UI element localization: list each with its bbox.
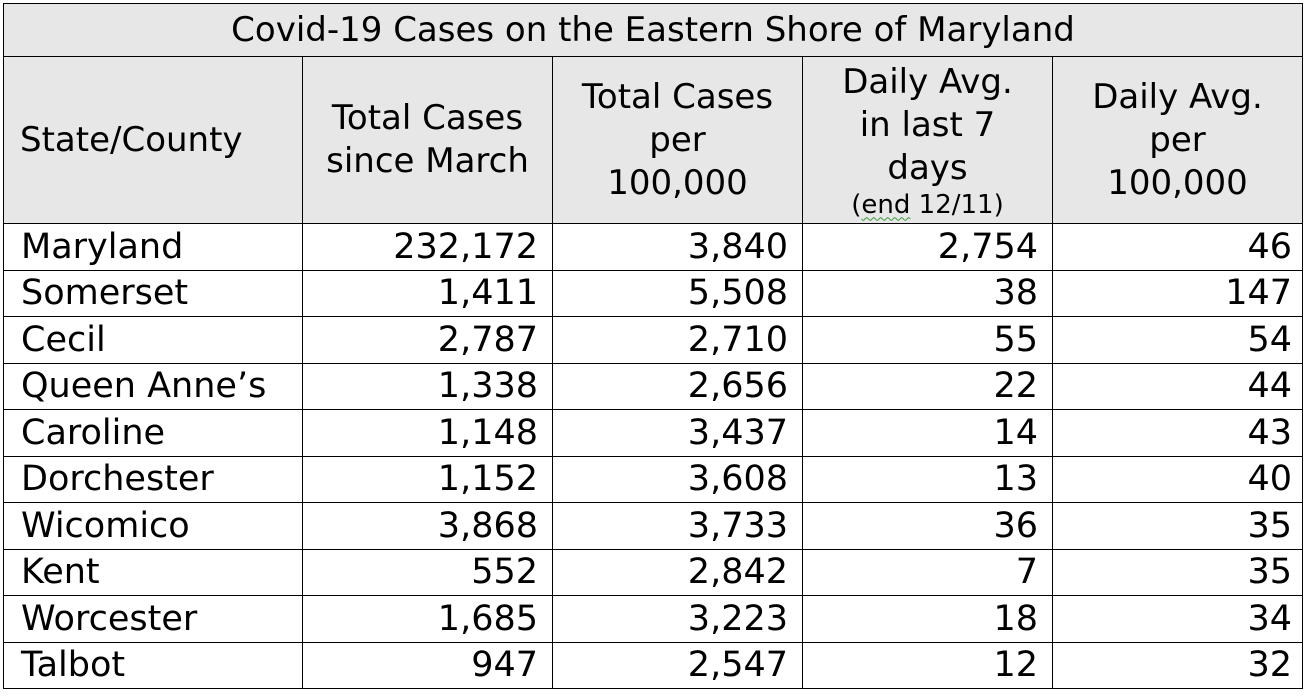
- cell-daily-avg-per-100k: 54: [1051, 316, 1304, 364]
- cell-daily-avg-per-100k: 44: [1051, 362, 1304, 410]
- cell-daily-avg-per-100k: 35: [1051, 502, 1304, 550]
- cell-daily-avg-7-days: 2,754: [802, 223, 1053, 271]
- table-title-row: Covid-19 Cases on the Eastern Shore of M…: [2, 3, 1304, 57]
- header-total-cases-line1: Total Cases: [331, 98, 524, 138]
- cell-total-cases: 1,148: [302, 409, 553, 457]
- cell-total-per-100k: 3,840: [552, 223, 803, 271]
- cell-daily-avg-per-100k: 35: [1051, 548, 1304, 596]
- cell-total-per-100k: 3,437: [552, 409, 803, 457]
- cell-daily-avg-7-days: 12: [802, 641, 1053, 689]
- header-daily-avg-per-100k-line1: Daily Avg.: [1092, 76, 1263, 117]
- cell-state-county: Cecil: [3, 316, 303, 364]
- cell-total-per-100k: 3,733: [552, 502, 803, 550]
- cell-daily-avg-7-days: 18: [802, 595, 1053, 643]
- cell-daily-avg-per-100k: 34: [1051, 595, 1304, 643]
- header-daily-avg-7-days: Daily Avg. in last 7 days (end 12/11): [802, 56, 1053, 224]
- header-daily-avg-per-100k-line2: per: [1149, 119, 1206, 160]
- table-header-row: State/County Total Cases since March Tot…: [3, 56, 1304, 224]
- header-total-per-100k-line1: Total Cases: [581, 76, 774, 117]
- cell-total-per-100k: 3,223: [552, 595, 803, 643]
- cell-daily-avg-7-days: 13: [802, 455, 1053, 503]
- cell-daily-avg-7-days: 36: [802, 502, 1053, 550]
- cell-state-county: Maryland: [3, 223, 303, 271]
- table-row: Queen Anne’s 1,338 2,656 22 44: [3, 362, 1304, 410]
- header-state-county-label: State/County: [20, 119, 243, 160]
- header-daily-avg-line2: in last 7: [859, 104, 996, 145]
- cell-daily-avg-7-days: 38: [802, 269, 1053, 317]
- cell-daily-avg-7-days: 14: [802, 409, 1053, 457]
- covid-cases-table: Covid-19 Cases on the Eastern Shore of M…: [2, 3, 1304, 689]
- table-row: Caroline 1,148 3,437 14 43: [3, 409, 1304, 457]
- table-row: Dorchester 1,152 3,608 13 40: [3, 455, 1304, 503]
- table-row: Kent 552 2,842 7 35: [3, 548, 1304, 596]
- cell-total-cases: 1,152: [302, 455, 553, 503]
- header-daily-avg-per-100k-line3: 100,000: [1107, 162, 1248, 203]
- header-total-per-100k-line3: 100,000: [607, 162, 748, 203]
- cell-total-cases: 1,338: [302, 362, 553, 410]
- table-title: Covid-19 Cases on the Eastern Shore of M…: [2, 3, 1304, 57]
- header-total-per-100k-line2: per: [649, 119, 706, 160]
- table-row: Worcester 1,685 3,223 18 34: [3, 595, 1304, 643]
- cell-state-county: Kent: [3, 548, 303, 596]
- cell-total-cases: 1,685: [302, 595, 553, 643]
- header-daily-avg-per-100k: Daily Avg. per 100,000: [1051, 56, 1304, 224]
- table-row: Wicomico 3,868 3,733 36 35: [3, 502, 1304, 550]
- cell-total-per-100k: 2,710: [552, 316, 803, 364]
- cell-daily-avg-per-100k: 46: [1051, 223, 1304, 271]
- cell-state-county: Somerset: [3, 269, 303, 317]
- table-row: Cecil 2,787 2,710 55 54: [3, 316, 1304, 364]
- table-row: Talbot 947 2,547 12 32: [3, 641, 1304, 689]
- header-daily-avg-line3: days: [887, 147, 968, 188]
- cell-state-county: Wicomico: [3, 502, 303, 550]
- cell-state-county: Dorchester: [3, 455, 303, 503]
- cell-daily-avg-per-100k: 43: [1051, 409, 1304, 457]
- covid-table-container: Covid-19 Cases on the Eastern Shore of M…: [2, 3, 1305, 693]
- header-total-per-100k: Total Cases per 100,000: [552, 56, 803, 224]
- cell-state-county: Worcester: [3, 595, 303, 643]
- cell-daily-avg-per-100k: 40: [1051, 455, 1304, 503]
- cell-total-per-100k: 5,508: [552, 269, 803, 317]
- cell-total-cases: 552: [302, 548, 553, 596]
- header-total-cases-line2: since March: [326, 141, 529, 181]
- table-body: Maryland 232,172 3,840 2,754 46 Somerset 1,411…: [3, 223, 1304, 689]
- cell-total-per-100k: 2,656: [552, 362, 803, 410]
- cell-total-cases: 947: [302, 641, 553, 689]
- cell-daily-avg-per-100k: 147: [1051, 269, 1304, 317]
- cell-daily-avg-per-100k: 32: [1051, 641, 1304, 689]
- cell-total-cases: 3,868: [302, 502, 553, 550]
- note-open-paren: (: [851, 189, 862, 220]
- header-daily-avg-note: (end 12/11): [803, 190, 1052, 220]
- header-state-county: State/County: [3, 56, 303, 224]
- cell-state-county: Queen Anne’s: [3, 362, 303, 410]
- cell-total-per-100k: 3,608: [552, 455, 803, 503]
- table-row: Maryland 232,172 3,840 2,754 46: [3, 223, 1304, 271]
- cell-total-cases: 1,411: [302, 269, 553, 317]
- cell-daily-avg-7-days: 22: [802, 362, 1053, 410]
- cell-total-cases: 232,172: [302, 223, 553, 271]
- cell-state-county: Caroline: [3, 409, 303, 457]
- header-total-cases: Total Cases since March: [302, 56, 553, 224]
- cell-total-per-100k: 2,842: [552, 548, 803, 596]
- cell-total-cases: 2,787: [302, 316, 553, 364]
- cell-daily-avg-7-days: 55: [802, 316, 1053, 364]
- table-row: Somerset 1,411 5,508 38 147: [3, 269, 1304, 317]
- cell-daily-avg-7-days: 7: [802, 548, 1053, 596]
- note-date: 12/11): [910, 189, 1004, 220]
- header-daily-avg-line1: Daily Avg.: [842, 61, 1013, 102]
- cell-total-per-100k: 2,547: [552, 641, 803, 689]
- cell-state-county: Talbot: [3, 641, 303, 689]
- note-end-word: end: [861, 189, 911, 220]
